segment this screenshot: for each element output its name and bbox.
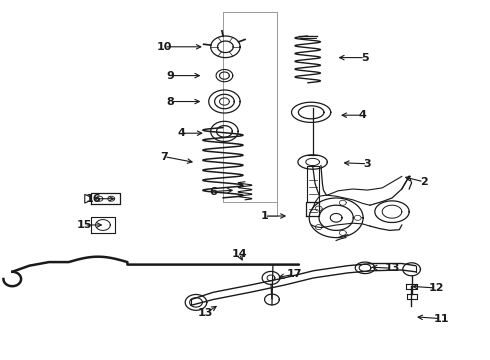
Text: 12: 12: [428, 283, 444, 293]
Text: 13: 13: [384, 263, 400, 273]
Text: 3: 3: [364, 159, 371, 169]
Text: 4: 4: [359, 110, 367, 120]
Text: 17: 17: [286, 269, 302, 279]
Text: 8: 8: [167, 96, 174, 107]
Text: 11: 11: [433, 314, 449, 324]
Text: 9: 9: [167, 71, 174, 81]
Text: 10: 10: [156, 42, 172, 52]
Text: 15: 15: [76, 220, 92, 230]
Text: 2: 2: [420, 177, 428, 187]
Text: 1: 1: [261, 211, 269, 221]
Text: 5: 5: [361, 53, 369, 63]
Text: 16: 16: [85, 194, 101, 204]
Text: 7: 7: [160, 152, 168, 162]
Text: 6: 6: [209, 186, 217, 197]
Text: 4: 4: [177, 128, 185, 138]
Text: 13: 13: [198, 308, 214, 318]
Text: 14: 14: [231, 249, 247, 259]
